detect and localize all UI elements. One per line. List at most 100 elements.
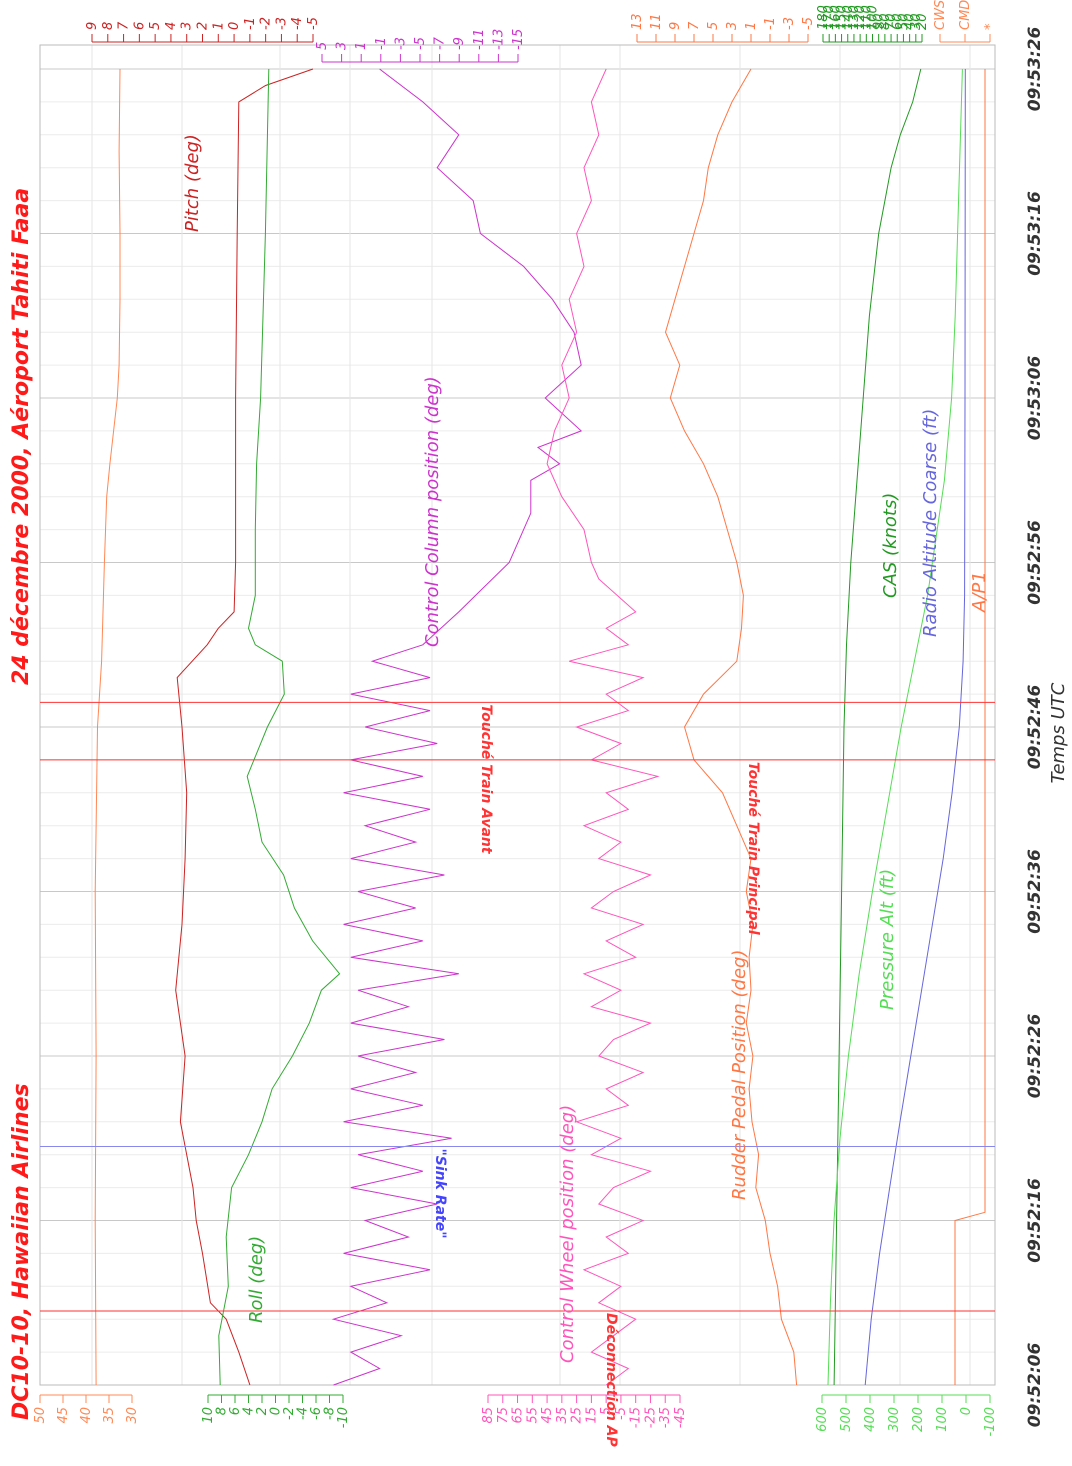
rudder-scale-label: 1 <box>744 22 759 30</box>
control-wheel-position-deg-label: Control Wheel position (deg) <box>557 1105 578 1363</box>
cas-scale-label: 140 <box>841 5 856 30</box>
discrete-scale-label: CMD <box>958 0 973 30</box>
event-label: "Sink Rate" <box>432 1148 448 1238</box>
event-label: Déconnection AP <box>603 1313 619 1448</box>
event-label: Touché Train Avant <box>478 704 494 855</box>
time-tick-label: 09:52:36 <box>1025 849 1045 934</box>
pitch-scale-label: -3 <box>274 17 289 30</box>
time-tick-label: 09:52:16 <box>1025 1178 1045 1263</box>
cas-scale-label: 130 <box>847 5 862 30</box>
radio-altitude-coarse-ft-label: Radio Altitude Coarse (ft) <box>920 409 941 637</box>
cas-scale-label: 70 <box>884 13 899 30</box>
left-parameter-tick-scale-30-50-line <box>94 68 121 1386</box>
wheel-scale-label: -45 <box>673 1407 688 1428</box>
roll-scale-label: -8 <box>323 1407 338 1420</box>
cas-scale-label: 180 <box>816 5 831 30</box>
time-tick-label: 09:52:26 <box>1025 1014 1045 1099</box>
time-tick-label: 09:53:26 <box>1025 27 1045 112</box>
pitch-scale-label: 0 <box>227 22 242 30</box>
cas-scale-label: 50 <box>896 13 911 30</box>
time-tick-label: 09:52:56 <box>1025 520 1045 605</box>
roll-scale-label: 4 <box>242 1407 257 1415</box>
column-scale-label: -11 <box>472 29 487 50</box>
pitch-scale-label: 7 <box>117 21 132 30</box>
column-scale-label: -9 <box>452 37 467 50</box>
altitude-scale-label: 400 <box>863 1407 878 1432</box>
roll-scale-label: 10 <box>201 1407 216 1424</box>
column-scale-label: -1 <box>374 37 389 50</box>
pitch-scale-label: -2 <box>259 17 274 30</box>
cas-scale-label: 30 <box>909 13 924 30</box>
cas-scale-label: 160 <box>828 5 843 30</box>
rudder-pedal-position-deg-line <box>664 68 798 1386</box>
cas-scale-label: 100 <box>866 5 881 30</box>
wheel-scale-label: -35 <box>658 1407 673 1428</box>
column-scale-label: -13 <box>491 29 506 50</box>
rudder-scale-label: -5 <box>801 17 816 30</box>
rudder-scale-label: 7 <box>687 21 702 30</box>
pitch-scale-label: -5 <box>306 17 321 30</box>
wheel-scale-label: 5 <box>599 1407 614 1415</box>
altitude-scale-label: 600 <box>815 1407 830 1432</box>
roll-scale-label: -4 <box>296 1407 311 1420</box>
cas-scale-label: 150 <box>835 5 850 30</box>
pitch-scale-label: 9 <box>85 22 100 30</box>
roll-scale-label: 2 <box>255 1407 270 1415</box>
rudder-scale-label: 9 <box>668 22 683 30</box>
cas-scale-label: 110 <box>859 5 874 30</box>
pressure-alt-ft-label: Pressure Alt (ft) <box>877 869 898 1010</box>
roll-scale-label: 6 <box>228 1407 243 1415</box>
rudder-scale-label: 3 <box>725 22 740 30</box>
pressure-alt-ft-line <box>827 68 963 1386</box>
column-scale-label: -7 <box>433 36 448 50</box>
rudder-pedal-position-deg-label: Rudder Pedal Position (deg) <box>729 950 750 1201</box>
altitude-scale-label: 300 <box>887 1407 902 1432</box>
altitude-scale-label: -100 <box>983 1407 998 1437</box>
pitch-scale-label: 8 <box>101 22 116 30</box>
left-param-scale-label: 40 <box>79 1407 94 1424</box>
left-param-scale-label: 45 <box>56 1407 71 1424</box>
altitude-scale-label: 200 <box>911 1407 926 1432</box>
radio-altitude-coarse-ft-line <box>864 68 966 1386</box>
event-label: Touché Train Principal <box>745 762 761 935</box>
cas-knots-line <box>833 68 922 1386</box>
wheel-scale-label: -25 <box>643 1407 658 1428</box>
column-scale-label: -3 <box>393 37 408 50</box>
label-layer: DC10-10, Hawaiian Airlines 24 décembre 20… <box>9 134 1069 1420</box>
cas-scale-label: 80 <box>878 13 893 30</box>
pitch-deg-label: Pitch (deg) <box>182 134 203 232</box>
pitch-scale-label: -4 <box>290 17 305 30</box>
altitude-scale-label: 0 <box>959 1407 974 1415</box>
cas-scale-label: 90 <box>872 13 887 30</box>
wheel-scale-label: -5 <box>614 1407 629 1420</box>
wheel-scale-label: 55 <box>525 1407 540 1424</box>
left-param-scale-label: 35 <box>102 1407 117 1424</box>
rudder-scale-label: 13 <box>630 13 645 30</box>
discrete-scale-label: * <box>983 23 998 30</box>
pitch-scale-label: 1 <box>211 22 226 30</box>
pitch-deg-line <box>175 68 314 1386</box>
x-axis-label: Temps UTC <box>1048 682 1069 783</box>
rudder-scale-label: -3 <box>782 17 797 30</box>
time-tick-label: 09:53:16 <box>1025 191 1045 276</box>
series-layer <box>94 68 986 1386</box>
left-param-scale-label: 50 <box>33 1407 48 1424</box>
wheel-scale-label: 65 <box>511 1407 526 1424</box>
pitch-scale-label: 6 <box>132 22 147 30</box>
column-scale-label: -15 <box>511 29 526 50</box>
altitude-scale-label: 500 <box>839 1407 854 1432</box>
column-scale-label: 1 <box>354 42 369 50</box>
cas-scale-label: 170 <box>822 5 837 30</box>
cas-scale-label: 120 <box>853 5 868 30</box>
pitch-scale-label: -1 <box>243 17 258 30</box>
header-right-title: 24 décembre 2000, Aéroport Tahiti Faaa <box>9 188 34 685</box>
control-column-position-deg-line <box>331 68 583 1386</box>
cas-scale-label: 60 <box>890 13 905 30</box>
discrete-scale-label: CWS <box>933 0 948 30</box>
pitch-scale-label: 4 <box>164 22 179 30</box>
pitch-scale-label: 5 <box>148 22 163 30</box>
wheel-scale-label: 25 <box>570 1407 585 1424</box>
wheel-scale-label: 15 <box>584 1407 599 1424</box>
cas-knots-label: CAS (knots) <box>880 493 901 598</box>
